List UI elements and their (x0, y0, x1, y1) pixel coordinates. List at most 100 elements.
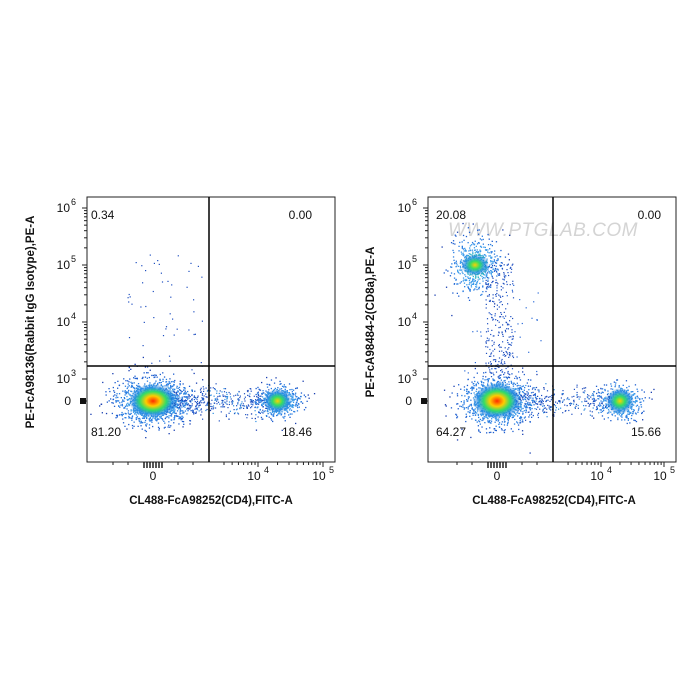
event-dot (126, 398, 128, 401)
event-dot (189, 423, 191, 425)
event-dot (251, 401, 253, 403)
event-dot (580, 413, 582, 415)
event-dot (246, 407, 248, 409)
event-dot (564, 404, 566, 406)
event-dot (257, 386, 259, 389)
event-dot (168, 380, 170, 383)
event-dot (473, 387, 475, 389)
y-tick-exponent: 4 (71, 311, 76, 321)
event-dot (254, 417, 256, 420)
event-dot (178, 401, 180, 403)
event-dot (258, 398, 260, 400)
event-dot (474, 410, 476, 413)
event-dot (174, 415, 176, 417)
event-dot (499, 377, 501, 379)
event-dot (479, 253, 481, 255)
event-dot (222, 394, 224, 396)
event-dot (493, 261, 495, 263)
event-dot (258, 412, 260, 414)
event-dot (614, 384, 617, 386)
event-dot (500, 379, 502, 381)
event-dot (122, 400, 124, 402)
event-dot (482, 280, 484, 282)
event-dot (482, 286, 484, 288)
event-dot (193, 333, 195, 336)
event-dot (517, 409, 519, 411)
event-dot (520, 403, 522, 405)
event-dot (500, 428, 503, 430)
x-tick-label: 10 (312, 469, 326, 483)
event-dot (146, 380, 149, 382)
event-dot (545, 383, 547, 385)
event-dot (641, 412, 643, 415)
event-dot (523, 373, 525, 376)
event-dot (160, 384, 162, 386)
event-dot (516, 385, 518, 387)
event-dot (481, 381, 483, 383)
event-dot (148, 376, 150, 379)
event-dot (539, 403, 541, 405)
event-dot (491, 418, 493, 420)
event-dot (593, 397, 595, 399)
event-dot (639, 398, 641, 401)
event-dot (449, 275, 452, 277)
event-dot (508, 259, 510, 261)
event-dot (528, 397, 531, 399)
event-dot (188, 408, 190, 410)
event-dot (153, 262, 155, 264)
event-dot (626, 387, 628, 389)
event-dot (621, 413, 623, 415)
event-dot (519, 416, 521, 419)
event-dot (262, 412, 264, 414)
event-dot (473, 385, 475, 387)
event-dot (289, 394, 291, 396)
event-dot (298, 397, 300, 399)
event-dot (228, 412, 230, 414)
event-dot (157, 422, 160, 424)
event-dot (576, 384, 578, 386)
event-dot (456, 395, 459, 397)
event-dot (124, 391, 126, 393)
event-dot (118, 393, 121, 395)
event-dot (526, 382, 528, 384)
event-dot (505, 275, 507, 277)
event-dot (133, 425, 135, 427)
event-dot (246, 406, 248, 408)
event-dot (265, 415, 268, 417)
event-dot (165, 416, 168, 418)
event-dot (474, 283, 477, 286)
event-dot (501, 381, 503, 383)
event-dot (226, 395, 228, 398)
event-dot (256, 403, 259, 405)
event-dot (125, 405, 128, 407)
event-dot (226, 397, 228, 399)
event-dot (179, 411, 181, 413)
event-dot (188, 407, 190, 409)
event-dot (273, 415, 275, 417)
event-dot (462, 252, 464, 254)
event-dot (601, 397, 603, 399)
event-dot (503, 376, 505, 378)
event-dot (592, 394, 594, 396)
event-dot (596, 407, 598, 409)
event-dot (128, 413, 130, 415)
event-dot (520, 418, 522, 420)
event-dot (118, 400, 120, 402)
event-dot (480, 414, 482, 417)
event-dot (199, 404, 201, 406)
event-dot (477, 414, 479, 416)
event-dot (543, 388, 545, 390)
event-dot (475, 390, 477, 392)
event-dot (152, 417, 154, 419)
event-dot (636, 400, 638, 403)
event-dot (205, 409, 207, 412)
event-dot (641, 398, 643, 400)
event-dot (600, 400, 602, 402)
event-dot (597, 389, 599, 391)
event-dot (260, 416, 263, 419)
event-dot (122, 422, 125, 424)
event-dot (547, 404, 549, 406)
event-dot (498, 366, 500, 368)
event-dot (482, 417, 484, 419)
event-dot (128, 398, 130, 401)
